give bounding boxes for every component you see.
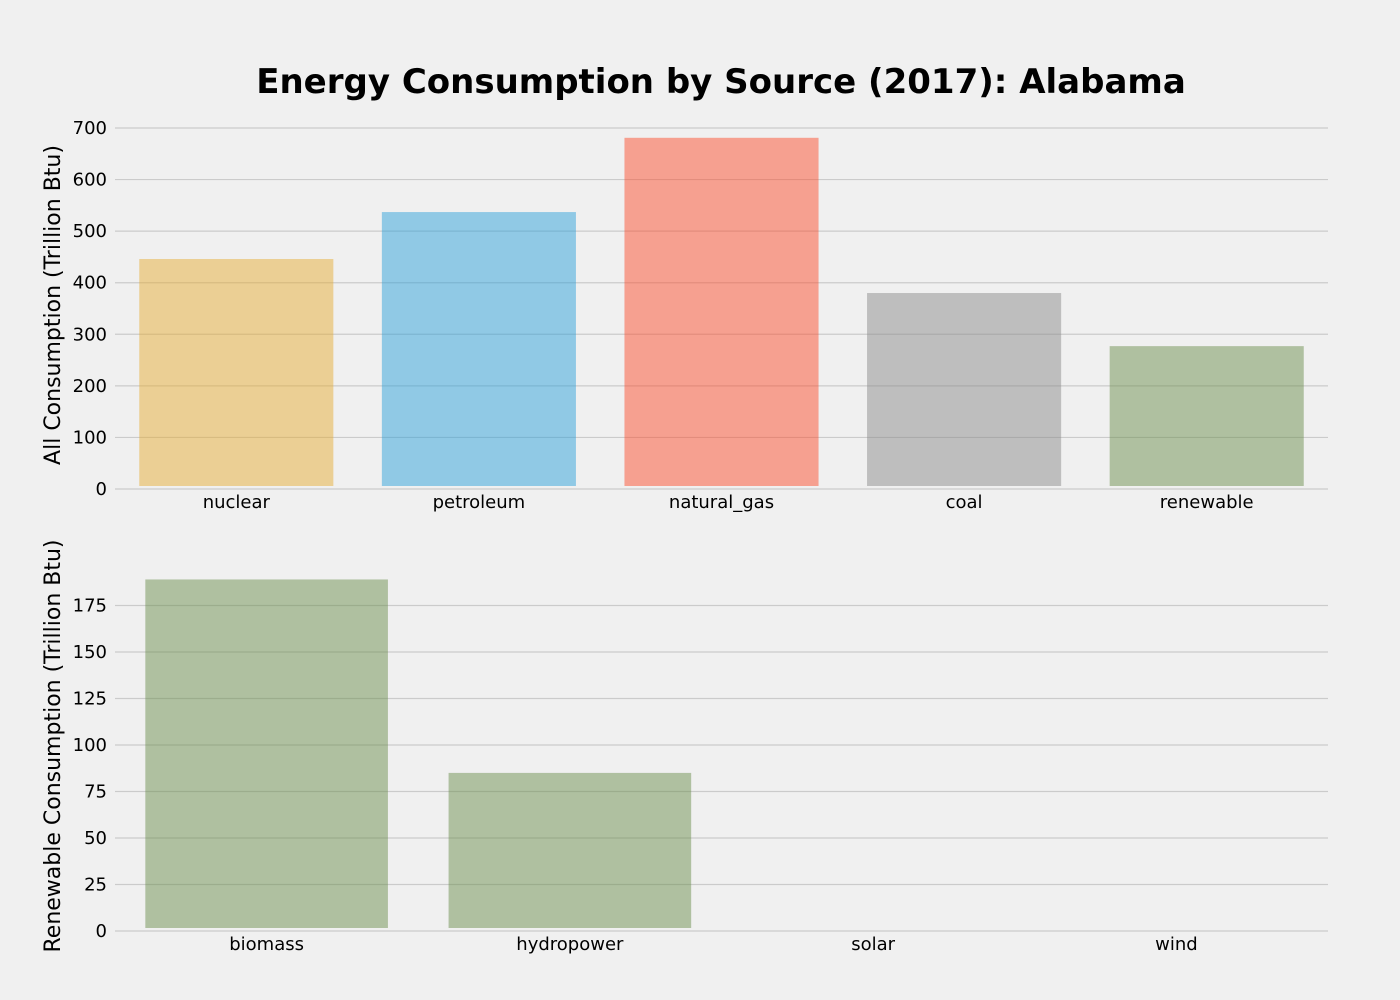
renewable-consumption-chart: 0 25 50 75 100 125 150 175 biomass hydropower sol…	[41, 539, 1328, 955]
y-tick-label: 0	[96, 921, 107, 942]
bottom-y-ticks: 0 25 50 75 100 125 150 175	[73, 596, 107, 943]
y-tick-label: 300	[73, 324, 107, 345]
y-tick-label: 150	[73, 642, 107, 663]
bar-natural-gas	[624, 137, 819, 486]
bar-petroleum	[381, 212, 576, 486]
bottom-y-axis-label: Renewable Consumption (Trillion Btu)	[41, 539, 66, 952]
y-tick-label: 500	[73, 221, 107, 242]
y-tick-label: 50	[84, 828, 107, 849]
x-tick-label: coal	[946, 492, 983, 513]
x-tick-label: biomass	[229, 934, 304, 955]
bar-hydropower	[448, 772, 692, 928]
bar-nuclear	[139, 258, 334, 486]
y-tick-label: 700	[73, 118, 107, 139]
top-x-ticks: nuclear petroleum natural_gas coal renewable	[203, 492, 1254, 513]
y-tick-label: 100	[73, 735, 107, 756]
bottom-x-ticks: biomass hydropower solar wind	[229, 934, 1197, 955]
x-tick-label: solar	[851, 934, 895, 955]
y-tick-label: 175	[73, 596, 107, 617]
y-tick-label: 100	[73, 427, 107, 448]
bottom-bars	[145, 579, 692, 928]
bar-renewable	[1109, 346, 1304, 486]
y-tick-label: 75	[84, 782, 107, 803]
y-tick-label: 125	[73, 689, 107, 710]
chart-title: Energy Consumption by Source (2017): Ala…	[256, 62, 1186, 102]
top-y-ticks: 0 100 200 300 400 500 600 700	[73, 118, 107, 500]
x-tick-label: nuclear	[203, 492, 271, 513]
y-tick-label: 200	[73, 376, 107, 397]
bar-biomass	[145, 579, 388, 928]
x-tick-label: petroleum	[433, 492, 526, 513]
y-tick-label: 400	[73, 273, 107, 294]
x-tick-label: natural_gas	[669, 492, 774, 513]
x-tick-label: renewable	[1160, 492, 1254, 513]
top-bars	[139, 137, 1304, 486]
y-tick-label: 0	[96, 479, 107, 500]
x-tick-label: hydropower	[516, 934, 624, 955]
x-tick-label: wind	[1155, 934, 1198, 955]
y-tick-label: 600	[73, 170, 107, 191]
y-tick-label: 25	[84, 875, 107, 896]
bar-coal	[867, 293, 1062, 486]
top-y-axis-label: All Consumption (Trillion Btu)	[41, 145, 66, 465]
